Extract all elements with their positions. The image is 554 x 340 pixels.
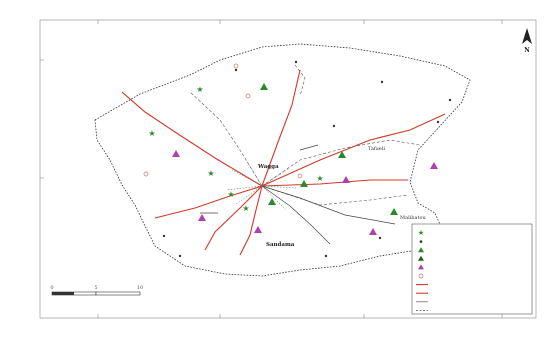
circle-symbol: [143, 171, 149, 177]
star-symbol: ★: [148, 129, 155, 138]
dot-symbol: [448, 98, 452, 102]
circle-symbol: [297, 173, 303, 179]
place-label-tafaeli: Tafaeli: [368, 146, 385, 152]
triangle-purple-symbol: [172, 150, 180, 157]
dot-symbol: [436, 120, 440, 124]
triangle-purple-symbol: [369, 228, 377, 235]
graticule-ticks: [40, 20, 503, 318]
triangle-green-symbol: [268, 198, 276, 205]
legend-symbol-triangle: [418, 264, 424, 270]
dot-symbol: [378, 236, 382, 240]
legend-symbol-star: ★: [418, 229, 424, 237]
dot-symbol: [324, 254, 328, 258]
triangle-green-symbol: [338, 151, 346, 158]
triangle-green-symbol: [300, 180, 308, 187]
star-symbol: ★: [316, 174, 323, 183]
scale-tick-0: 0: [50, 285, 53, 291]
place-label-wagga: Wagga: [257, 164, 279, 170]
scale-tick-10: 10: [137, 285, 143, 291]
scale-bar: 0 5 10: [50, 285, 143, 296]
star-symbol: ★: [242, 204, 249, 213]
triangle-purple-symbol: [430, 162, 438, 169]
legend-item: ★: [418, 229, 424, 237]
triangle-green-symbol: [390, 208, 398, 215]
central-rays: [225, 159, 297, 211]
north-label: N: [524, 47, 530, 54]
scale-tick-5: 5: [94, 285, 97, 291]
legend-item: [418, 273, 424, 279]
dot-symbol: [332, 124, 336, 128]
point-symbols: ★ ★ ★ ★ ★ ★: [143, 60, 452, 258]
legend-symbol-circle: [418, 273, 424, 279]
north-arrow: N: [522, 28, 532, 54]
circle-symbol: [245, 93, 251, 99]
star-symbol: ★: [196, 85, 203, 94]
legend-symbol-triangle: [418, 247, 424, 253]
star-symbol: ★: [227, 190, 234, 199]
legend: ★: [411, 223, 533, 315]
legend-item: [419, 240, 423, 243]
legend-symbol-dot: [419, 240, 423, 243]
dot-symbol: [294, 60, 298, 64]
place-label-malibatou: Malibatou: [400, 215, 427, 221]
circle-symbol: [233, 63, 239, 69]
triangle-purple-symbol: [198, 214, 206, 221]
legend-item: [418, 247, 424, 253]
triangle-purple-symbol: [254, 226, 262, 233]
dot-symbol: [380, 80, 384, 84]
place-label-sandama: Sandama: [266, 242, 295, 248]
legend-item: [418, 264, 424, 270]
triangle-green-symbol: [260, 83, 268, 90]
legend-item: [418, 255, 424, 261]
triangle-purple-symbol: [342, 176, 350, 183]
legend-box: [411, 223, 533, 315]
star-symbol: ★: [207, 169, 214, 178]
dot-symbol: [162, 234, 166, 238]
legend-symbol-triangle: [418, 255, 424, 261]
dot-symbol: [178, 254, 182, 258]
tracks: [200, 144, 396, 245]
dot-symbol: [234, 68, 238, 72]
roads: [121, 69, 446, 256]
